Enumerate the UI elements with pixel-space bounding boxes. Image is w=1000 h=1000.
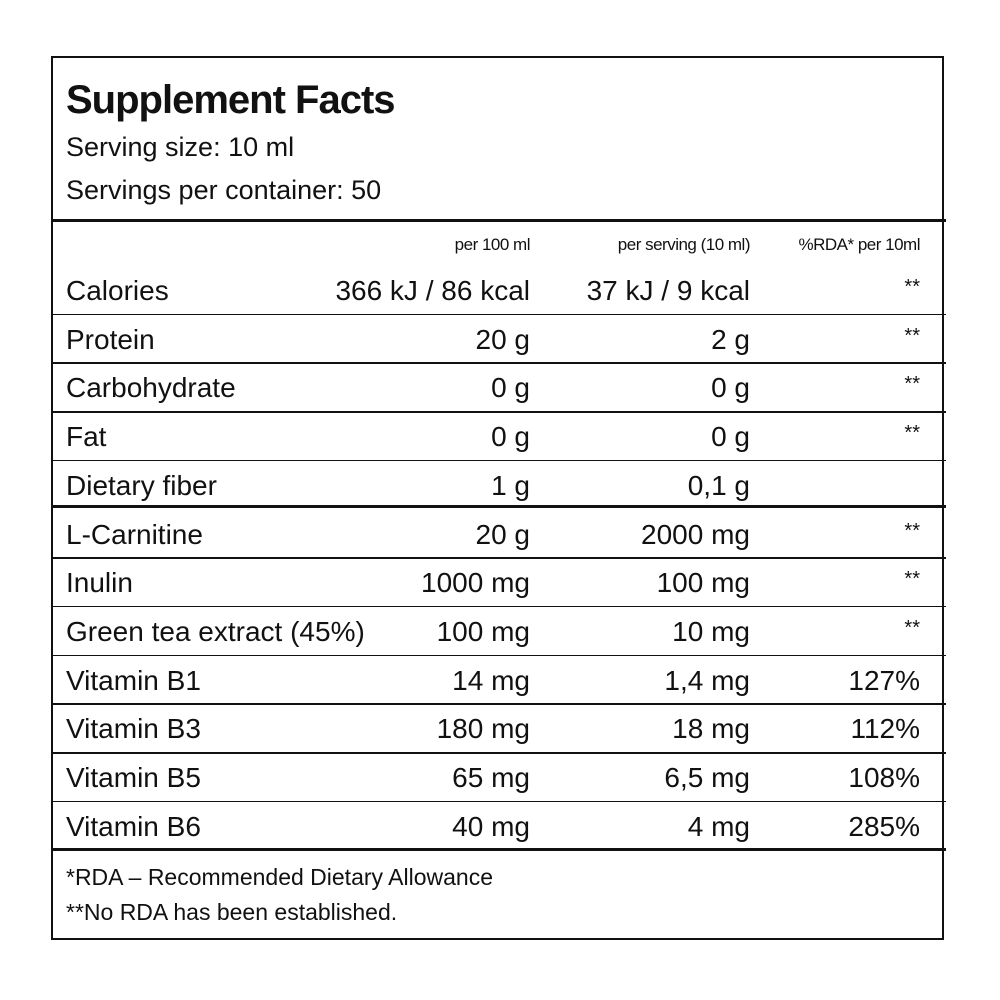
cell: 0,1 g bbox=[687, 469, 750, 501]
cell: 0 g bbox=[711, 421, 750, 453]
row-label: Vitamin B6 bbox=[66, 810, 201, 842]
cell: 14 mg bbox=[452, 664, 530, 696]
cell: 40 mg bbox=[452, 810, 530, 842]
cell: 108% bbox=[848, 762, 920, 793]
cell: 20 g bbox=[475, 323, 531, 355]
serving-size: Serving size: 10 ml bbox=[66, 132, 295, 162]
column-header: per serving (10 ml) bbox=[617, 235, 751, 254]
cell: 0 g bbox=[711, 372, 750, 404]
row-divider bbox=[51, 411, 946, 413]
cell: 65 mg bbox=[452, 762, 530, 793]
cell: 4 mg bbox=[687, 810, 750, 842]
cell: ** bbox=[904, 568, 920, 591]
cell: 10 mg bbox=[672, 615, 750, 647]
servings-per-container: Servings per container: 50 bbox=[66, 175, 382, 205]
cell: 0 g bbox=[491, 421, 530, 453]
cell: 285% bbox=[848, 810, 920, 842]
cell: 127% bbox=[848, 664, 920, 696]
row-label: Fat bbox=[66, 421, 107, 453]
divider bbox=[51, 219, 946, 222]
cell: 100 mg bbox=[436, 615, 530, 647]
cell: ** bbox=[904, 422, 920, 445]
footnote: **No RDA has been established. bbox=[66, 899, 398, 925]
cell: ** bbox=[904, 276, 920, 298]
row-divider bbox=[51, 605, 946, 608]
cell: 20 g bbox=[475, 518, 531, 550]
cell: 180 mg bbox=[436, 713, 530, 745]
footnote: *RDA – Recommended Dietary Allowance bbox=[66, 864, 493, 890]
cell: ** bbox=[904, 616, 920, 639]
row-label: Vitamin B5 bbox=[66, 762, 201, 793]
row-label: Carbohydrate bbox=[66, 372, 236, 404]
cell: 18 mg bbox=[672, 713, 750, 745]
row-divider bbox=[51, 557, 946, 559]
row-label: Green tea extract (45%) bbox=[66, 615, 365, 647]
cell: 0 g bbox=[491, 372, 530, 404]
cell: ** bbox=[904, 373, 920, 396]
divider bbox=[51, 848, 946, 851]
cell: 112% bbox=[850, 713, 920, 745]
row-divider bbox=[51, 703, 946, 705]
cell: 366 kJ / 86 kcal bbox=[335, 275, 530, 306]
cell: 1,4 mg bbox=[664, 664, 750, 696]
cell: 100 mg bbox=[656, 567, 750, 599]
row-divider bbox=[51, 752, 946, 754]
row-divider bbox=[51, 800, 946, 803]
row-label: Calories bbox=[66, 275, 169, 306]
row-label: Inulin bbox=[66, 567, 133, 599]
cell: 2000 mg bbox=[641, 518, 750, 550]
cell: ** bbox=[904, 519, 920, 542]
cell: 1000 mg bbox=[421, 567, 530, 599]
row-label: L-Carnitine bbox=[66, 518, 203, 550]
row-divider bbox=[51, 362, 946, 364]
label-box bbox=[51, 56, 944, 940]
row-divider bbox=[51, 459, 946, 462]
divider bbox=[51, 505, 946, 508]
cell: 2 g bbox=[711, 323, 750, 355]
column-header: per 100 ml bbox=[454, 235, 531, 254]
cell: 37 kJ / 9 kcal bbox=[586, 275, 750, 306]
row-label: Vitamin B3 bbox=[66, 713, 201, 745]
row-divider bbox=[51, 654, 946, 657]
title: Supplement Facts bbox=[66, 78, 396, 122]
cell: 1 g bbox=[491, 469, 530, 501]
row-label: Protein bbox=[66, 323, 155, 355]
column-header: %RDA* per 10ml bbox=[798, 235, 921, 254]
cell: 6,5 mg bbox=[664, 762, 750, 793]
row-label: Vitamin B1 bbox=[66, 664, 201, 696]
row-label: Dietary fiber bbox=[66, 469, 217, 501]
cell: ** bbox=[904, 324, 920, 347]
row-divider bbox=[51, 313, 946, 316]
